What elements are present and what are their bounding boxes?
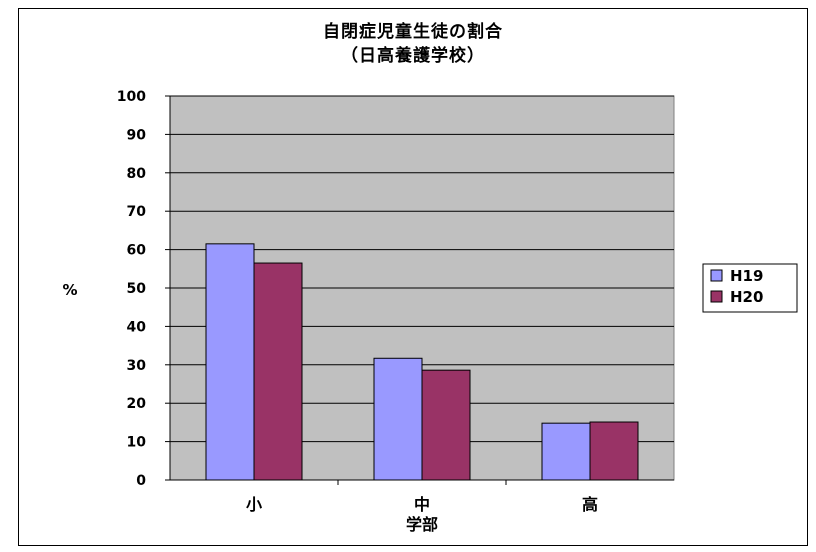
y-axis-ticks: 0 10 20 30 40 50 60 70 80 90 100 bbox=[117, 89, 170, 489]
x-tick-label: 小 bbox=[246, 495, 262, 514]
x-axis-ticks: 小中高 bbox=[246, 480, 598, 514]
bar-H20-0 bbox=[253, 262, 303, 481]
bar-H19-2 bbox=[541, 422, 591, 481]
chart-title: 自閉症児童生徒の割合 bbox=[323, 21, 503, 42]
bar-H20-1 bbox=[421, 369, 471, 481]
y-tick-label: 50 bbox=[127, 281, 147, 297]
y-tick-label: 30 bbox=[127, 358, 147, 374]
y-axis-label: % bbox=[62, 281, 77, 299]
y-tick-label: 70 bbox=[127, 204, 147, 220]
bar-H20-2 bbox=[589, 421, 639, 481]
legend-swatch-H20 bbox=[710, 290, 723, 303]
y-tick-label: 10 bbox=[127, 435, 147, 451]
y-tick-label: 80 bbox=[127, 166, 147, 182]
x-tick-label: 高 bbox=[582, 495, 598, 514]
bars bbox=[205, 243, 639, 481]
legend-label: H19 bbox=[730, 267, 763, 285]
y-tick-label: 0 bbox=[136, 473, 146, 489]
legend-swatch-H19 bbox=[710, 269, 723, 282]
y-tick-label: 20 bbox=[127, 396, 147, 412]
bar-H19-1 bbox=[373, 357, 423, 481]
bar-H19-0 bbox=[205, 243, 255, 481]
x-tick-label: 中 bbox=[414, 495, 430, 514]
y-tick-label: 100 bbox=[117, 89, 146, 105]
y-tick-label: 60 bbox=[127, 243, 147, 259]
x-axis-label: 学部 bbox=[406, 515, 438, 534]
y-tick-label: 40 bbox=[127, 319, 147, 335]
legend-label: H20 bbox=[730, 288, 763, 306]
y-tick-label: 90 bbox=[127, 127, 147, 143]
chart-subtitle: （日高養護学校） bbox=[341, 45, 485, 66]
